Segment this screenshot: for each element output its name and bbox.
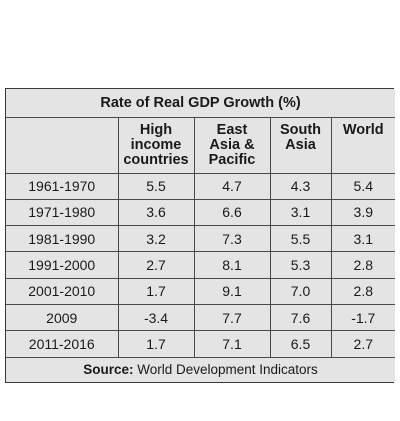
source-note: Source: World Development Indicators xyxy=(6,356,396,383)
table-cell-value: 5.4 xyxy=(330,172,396,200)
table-cell-value: 5.5 xyxy=(269,225,332,253)
table-row: 1961-1970 5.5 4.7 4.3 5.4 xyxy=(6,172,396,200)
source-label: Source: xyxy=(83,362,134,378)
gdp-growth-table: Rate of Real GDP Growth (%) High income co… xyxy=(6,89,396,383)
table-cell-value: 8.1 xyxy=(193,251,271,279)
table-cell-value: 1.7 xyxy=(117,330,195,358)
table-cell-value: 7.6 xyxy=(269,303,332,332)
table-title: Rate of Real GDP Growth (%) xyxy=(6,89,396,118)
table-cell-value: 1.7 xyxy=(117,277,195,305)
gdp-growth-table-figure: Rate of Real GDP Growth (%) High income co… xyxy=(5,88,396,384)
column-header-world: World xyxy=(330,116,396,174)
column-header-line: Asia & xyxy=(209,136,255,153)
row-period-label: 1971-1980 xyxy=(6,198,119,227)
table-row: 2009 -3.4 7.7 7.6 -1.7 xyxy=(6,303,396,332)
table-row: 2011-2016 1.7 7.1 6.5 2.7 xyxy=(6,330,396,358)
table-cell-value: 2.7 xyxy=(330,330,396,358)
table-row: 1991-2000 2.7 8.1 5.3 2.8 xyxy=(6,251,396,279)
table-row: 2001-2010 1.7 9.1 7.0 2.8 xyxy=(6,277,396,305)
table-cell-value: 9.1 xyxy=(193,277,271,305)
table-cell-value: 7.3 xyxy=(193,225,271,253)
table-cell-value: 2.8 xyxy=(330,277,396,305)
table-row: 1971-1980 3.6 6.6 3.1 3.9 xyxy=(6,198,396,227)
column-header-south-asia: South Asia xyxy=(269,116,332,174)
source-text: World Development Indicators xyxy=(133,362,318,378)
table-cell-value: 7.7 xyxy=(193,303,271,332)
column-header-line: East xyxy=(216,121,248,138)
table-cell-value: 3.6 xyxy=(117,198,195,227)
row-period-label: 1991-2000 xyxy=(6,251,119,279)
row-period-label: 2009 xyxy=(6,303,119,332)
table-cell-value: -1.7 xyxy=(330,303,396,332)
column-header-line: Pacific xyxy=(208,151,256,168)
table-title-row: Rate of Real GDP Growth (%) xyxy=(6,89,396,118)
table-cell-value: -3.4 xyxy=(117,303,195,332)
table-cell-value: 2.8 xyxy=(330,251,396,279)
row-period-label: 2011-2016 xyxy=(6,330,119,358)
table-body: 1961-1970 5.5 4.7 4.3 5.4 1971-1980 3.6 6.6 3.1 3… xyxy=(6,172,396,358)
table-row: 1981-1990 3.2 7.3 5.5 3.1 xyxy=(6,225,396,253)
table-cell-value: 3.1 xyxy=(330,225,396,253)
row-period-label: 2001-2010 xyxy=(6,277,119,305)
table-cell-value: 6.6 xyxy=(193,198,271,227)
column-header-line: income xyxy=(130,136,182,153)
table-cell-value: 7.0 xyxy=(269,277,332,305)
source-row: Source: World Development Indicators xyxy=(6,356,396,383)
column-header-period xyxy=(6,116,119,174)
column-header-high-income: High income countries xyxy=(117,116,195,174)
column-header-line: High xyxy=(139,121,173,138)
column-header-line: Asia xyxy=(285,136,316,153)
column-header-line: South xyxy=(279,121,322,138)
table-cell-value: 3.1 xyxy=(269,198,332,227)
table-cell-value: 3.9 xyxy=(330,198,396,227)
table-cell-value: 5.5 xyxy=(117,172,195,200)
column-header-east-asia-pacific: East Asia & Pacific xyxy=(193,116,271,174)
row-period-label: 1981-1990 xyxy=(6,225,119,253)
row-period-label: 1961-1970 xyxy=(6,172,119,200)
column-header-line: World xyxy=(342,121,384,138)
table-cell-value: 6.5 xyxy=(269,330,332,358)
table-cell-value: 4.7 xyxy=(193,172,271,200)
column-header-row: High income countries East Asia & Pacific Sout… xyxy=(6,116,396,174)
table-cell-value: 2.7 xyxy=(117,251,195,279)
column-header-line: countries xyxy=(123,151,189,168)
table-cell-value: 3.2 xyxy=(117,225,195,253)
table-cell-value: 5.3 xyxy=(269,251,332,279)
table-cell-value: 4.3 xyxy=(269,172,332,200)
table-cell-value: 7.1 xyxy=(193,330,271,358)
